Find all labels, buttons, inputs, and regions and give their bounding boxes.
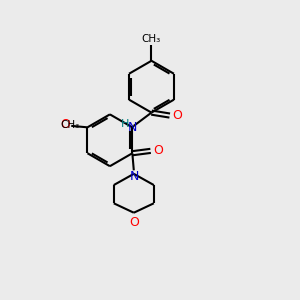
Text: CH₃: CH₃ — [60, 120, 79, 130]
Text: O: O — [129, 216, 139, 229]
Text: O: O — [153, 144, 163, 158]
Text: O: O — [60, 118, 70, 131]
Text: N: N — [130, 170, 140, 183]
Text: O: O — [172, 109, 182, 122]
Text: CH₃: CH₃ — [142, 34, 161, 44]
Text: H: H — [122, 119, 130, 129]
Text: N: N — [128, 122, 137, 134]
